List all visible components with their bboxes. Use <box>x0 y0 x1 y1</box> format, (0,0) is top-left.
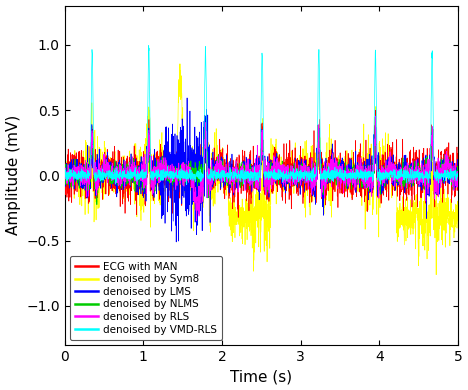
Y-axis label: Amplitude (mV): Amplitude (mV) <box>6 115 21 236</box>
Legend: ECG with MAN, denoised by Sym8, denoised by LMS, denoised by NLMS, denoised by R: ECG with MAN, denoised by Sym8, denoised… <box>70 256 222 340</box>
X-axis label: Time (s): Time (s) <box>230 369 292 385</box>
